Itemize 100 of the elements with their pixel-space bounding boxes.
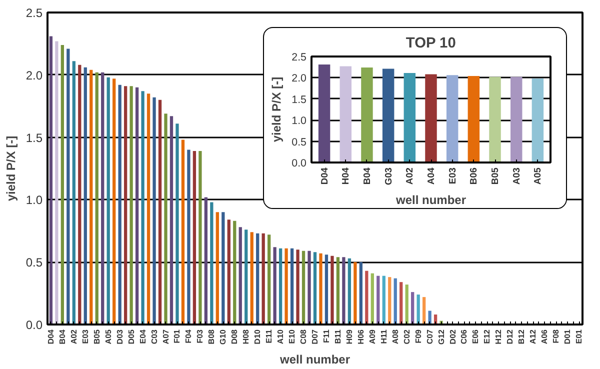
- x-tick-label: C02: [402, 328, 412, 344]
- bar: [244, 230, 248, 324]
- y-axis-title: yield P/X [-]: [270, 76, 284, 142]
- x-tick-label: B08: [207, 328, 216, 344]
- x-tick-label: A02: [69, 328, 78, 344]
- bar: [370, 273, 374, 324]
- bar: [60, 44, 64, 324]
- bar: [66, 48, 70, 324]
- x-tick-label: C03: [150, 328, 159, 344]
- bar: [72, 61, 76, 324]
- x-tick-label: A05: [104, 328, 113, 344]
- x-tick-label: C06: [460, 328, 469, 344]
- bar: [268, 234, 271, 324]
- x-tick-label: E10: [288, 328, 297, 344]
- x-tick-label: H08: [242, 328, 251, 344]
- bar: [152, 97, 156, 324]
- y-tick-label: 2.0: [292, 72, 307, 85]
- y-tick-label: 2.5: [292, 52, 307, 64]
- bar: [124, 86, 128, 324]
- bar: [84, 67, 87, 324]
- x-tick-label: D02: [448, 328, 458, 344]
- y-tick-label: 0.0: [292, 158, 307, 170]
- bar: [400, 282, 403, 324]
- x-tick-label: E03: [447, 167, 458, 184]
- bar: [446, 75, 458, 162]
- bar: [319, 253, 322, 324]
- x-tick-label: B05: [92, 328, 102, 344]
- bar: [250, 232, 254, 324]
- bar: [233, 220, 236, 324]
- x-tick-label: B06: [468, 167, 479, 185]
- x-axis-title: well number: [278, 352, 350, 367]
- x-tick-label: A02: [404, 167, 415, 185]
- x-tick-label: D07: [310, 328, 320, 344]
- x-tick-label: E12: [482, 328, 492, 344]
- x-tick-label: A12: [528, 328, 538, 344]
- bar: [170, 116, 174, 324]
- x-tick-label: D03: [115, 328, 124, 344]
- bar: [318, 64, 330, 162]
- y-tick-label: 1.0: [26, 193, 43, 208]
- x-tick-label: D08: [230, 328, 240, 344]
- bar: [365, 270, 368, 324]
- bar: [210, 202, 214, 324]
- bar: [176, 124, 179, 324]
- x-tick-label: E11: [264, 328, 274, 344]
- x-tick-label: D05: [126, 328, 136, 344]
- x-tick-label: H11: [379, 328, 388, 344]
- x-tick-label: B12: [517, 328, 526, 344]
- bar: [227, 220, 230, 324]
- x-tick-label: A04: [426, 166, 436, 185]
- bar: [216, 212, 219, 324]
- bar: [106, 77, 110, 324]
- x-tick-label: D04: [46, 328, 56, 344]
- x-tick-label: C07: [425, 328, 434, 344]
- x-tick-label: H09: [344, 328, 354, 344]
- x-tick-label: D01: [563, 328, 572, 344]
- bar: [359, 262, 362, 324]
- bar: [198, 151, 202, 324]
- bar: [382, 276, 386, 324]
- bar: [489, 76, 501, 162]
- bar: [290, 248, 294, 324]
- bar: [90, 70, 93, 324]
- x-tick-label: D04: [319, 166, 330, 185]
- bar: [222, 212, 225, 324]
- x-tick-label: F01: [172, 328, 182, 344]
- bar: [284, 248, 288, 324]
- bar: [296, 250, 300, 324]
- bar: [342, 257, 346, 324]
- bar: [101, 72, 104, 324]
- x-tick-label: A05: [532, 167, 543, 185]
- x-tick-label: B04: [58, 328, 67, 344]
- x-tick-label: A10: [276, 328, 286, 344]
- x-tick-label: F09: [414, 328, 423, 344]
- x-tick-label: F03: [196, 328, 205, 344]
- x-tick-label: H06: [356, 328, 366, 344]
- x-tick-label: A03: [511, 167, 522, 185]
- x-tick-label: H04: [340, 166, 351, 185]
- x-tick-label: A09: [368, 328, 377, 344]
- bar: [181, 140, 185, 324]
- bar: [510, 76, 522, 162]
- bar: [256, 233, 260, 324]
- bar: [340, 66, 352, 162]
- x-tick-label: E06: [471, 328, 480, 344]
- bar: [336, 257, 340, 324]
- bar: [55, 41, 58, 324]
- bar: [388, 277, 392, 324]
- bar: [532, 78, 544, 162]
- y-tick-label: 0.5: [26, 256, 43, 270]
- bar: [308, 250, 311, 324]
- x-tick-label: D12: [506, 328, 515, 344]
- bar: [112, 78, 116, 324]
- bar: [411, 292, 414, 324]
- bar: [273, 247, 276, 324]
- y-tick-label: 1.0: [292, 115, 307, 128]
- x-tick-label: D10: [253, 328, 262, 344]
- bar: [324, 254, 328, 324]
- y-tick-label: 0.0: [26, 318, 43, 332]
- bar: [330, 256, 334, 324]
- x-axis-title: well number: [394, 193, 466, 208]
- bar: [158, 100, 162, 324]
- bar: [428, 310, 432, 324]
